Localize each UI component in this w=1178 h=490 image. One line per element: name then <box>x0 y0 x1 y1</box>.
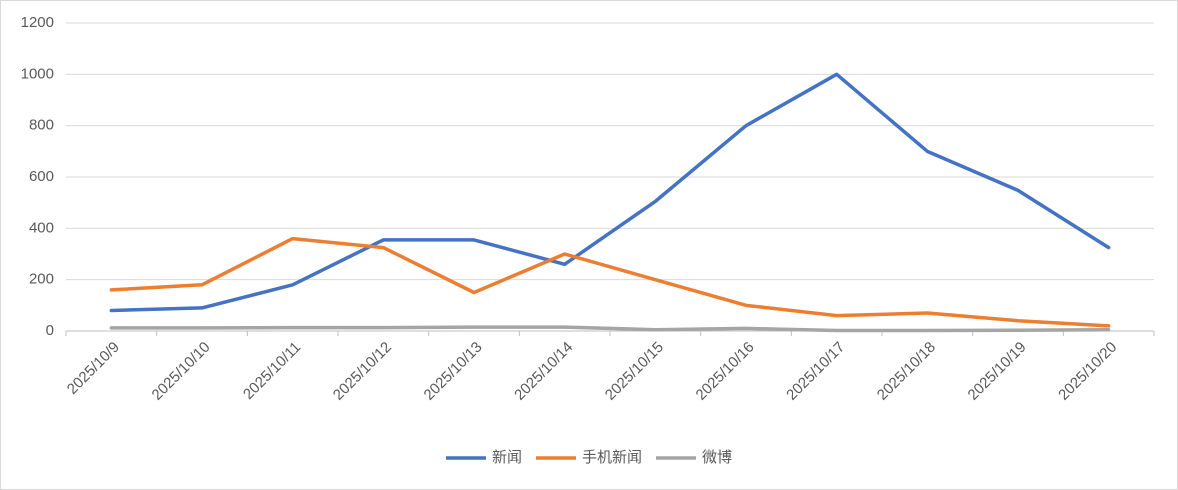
series-line <box>109 325 1111 333</box>
y-tick-label: 800 <box>29 117 54 134</box>
y-tick-label: 200 <box>29 271 54 288</box>
legend-label: 新闻 <box>492 449 522 466</box>
legend-label: 微博 <box>702 449 732 466</box>
series-line <box>109 72 1111 313</box>
legend: 新闻 手机新闻 微博 <box>445 449 732 466</box>
y-tick-label: 0 <box>46 322 54 339</box>
y-tick-label: 400 <box>29 219 54 236</box>
y-tick-label: 1200 <box>21 14 54 31</box>
series-line <box>109 236 1111 328</box>
legend-label: 手机新闻 <box>582 449 642 466</box>
y-tick-label: 1000 <box>21 65 54 82</box>
y-tick-label: 600 <box>29 168 54 185</box>
